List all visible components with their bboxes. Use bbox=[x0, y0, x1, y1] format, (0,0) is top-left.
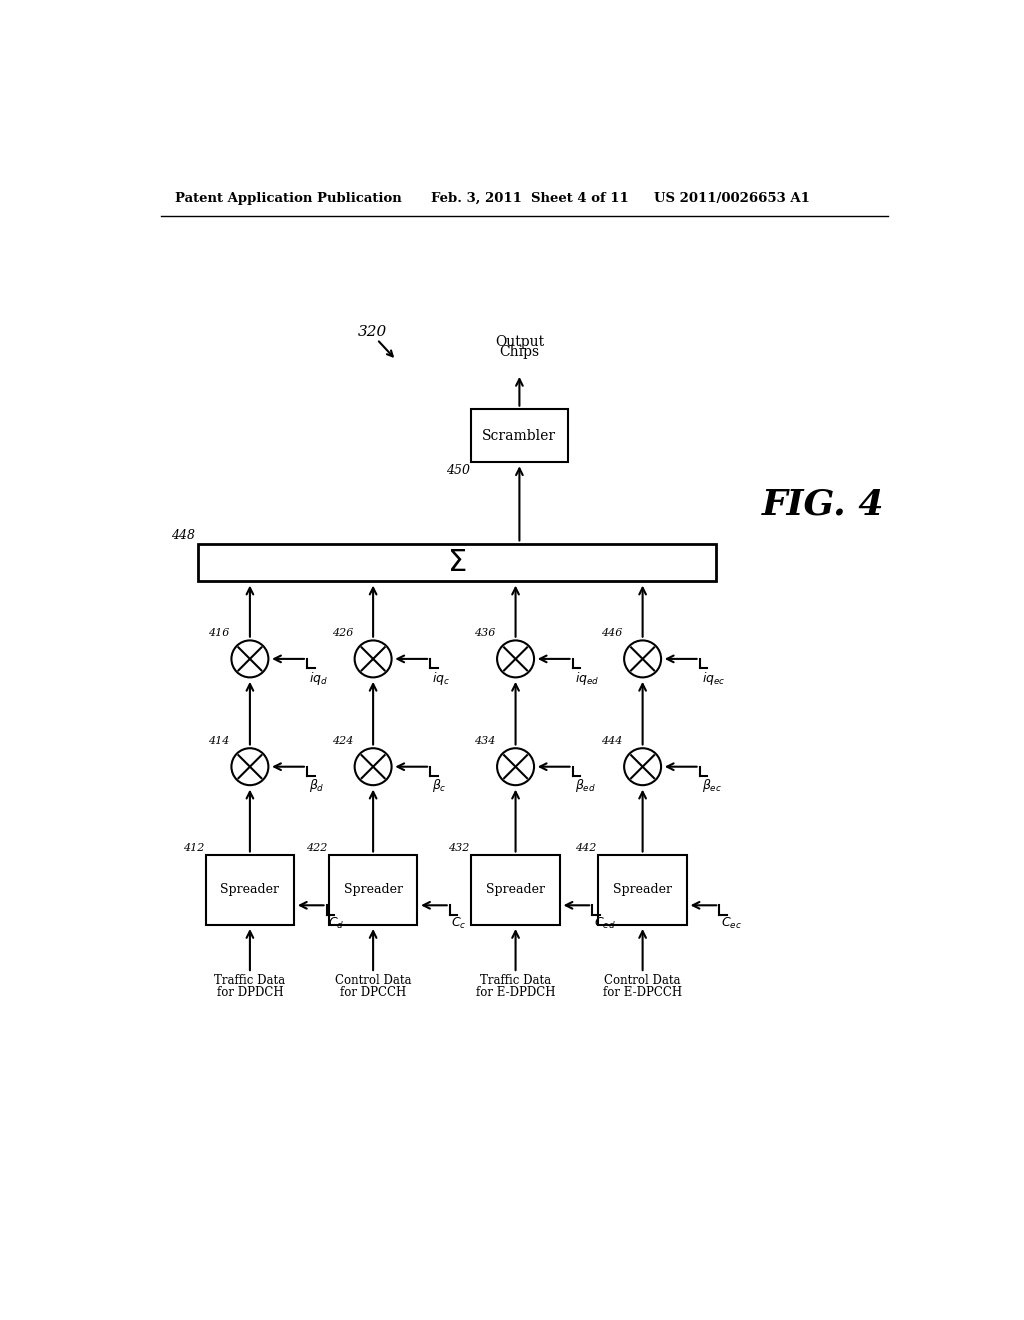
Text: 436: 436 bbox=[474, 628, 496, 638]
Circle shape bbox=[354, 748, 391, 785]
Text: Sheet 4 of 11: Sheet 4 of 11 bbox=[531, 191, 629, 205]
Text: Chips: Chips bbox=[500, 346, 540, 359]
Bar bbox=[471, 409, 567, 462]
Text: $\beta_{c}$: $\beta_{c}$ bbox=[432, 777, 447, 795]
Text: Scrambler: Scrambler bbox=[482, 429, 556, 442]
Text: Patent Application Publication: Patent Application Publication bbox=[175, 191, 402, 205]
Text: Spreader: Spreader bbox=[613, 883, 672, 896]
Text: 320: 320 bbox=[357, 325, 387, 339]
Text: FIG. 4: FIG. 4 bbox=[762, 488, 885, 521]
Text: 450: 450 bbox=[445, 465, 470, 477]
Text: $iq_{d}$: $iq_{d}$ bbox=[309, 669, 329, 686]
Text: $C_{ec}$: $C_{ec}$ bbox=[721, 916, 741, 931]
Text: 448: 448 bbox=[171, 529, 196, 543]
Text: 416: 416 bbox=[209, 628, 230, 638]
Text: 422: 422 bbox=[306, 843, 328, 853]
Bar bbox=[199, 544, 716, 581]
Text: 446: 446 bbox=[601, 628, 623, 638]
Text: Feb. 3, 2011: Feb. 3, 2011 bbox=[431, 191, 522, 205]
Text: $C_{ed}$: $C_{ed}$ bbox=[594, 916, 615, 931]
Text: $C_{c}$: $C_{c}$ bbox=[452, 916, 467, 931]
Text: $\beta_{ed}$: $\beta_{ed}$ bbox=[574, 777, 596, 795]
Circle shape bbox=[231, 748, 268, 785]
Text: 414: 414 bbox=[209, 737, 230, 746]
Text: Spreader: Spreader bbox=[486, 883, 545, 896]
Text: $iq_{c}$: $iq_{c}$ bbox=[432, 669, 451, 686]
Circle shape bbox=[354, 640, 391, 677]
Text: $C_{d}$: $C_{d}$ bbox=[328, 916, 344, 931]
Text: 444: 444 bbox=[601, 737, 623, 746]
Text: for DPCCH: for DPCCH bbox=[340, 986, 407, 999]
Text: Control Data: Control Data bbox=[335, 974, 412, 987]
Text: 434: 434 bbox=[474, 737, 496, 746]
Text: US 2011/0026653 A1: US 2011/0026653 A1 bbox=[654, 191, 810, 205]
Text: Traffic Data: Traffic Data bbox=[480, 974, 551, 987]
Text: for DPDCH: for DPDCH bbox=[217, 986, 284, 999]
Circle shape bbox=[231, 640, 268, 677]
Bar bbox=[471, 855, 560, 924]
Text: $\beta_{d}$: $\beta_{d}$ bbox=[309, 777, 325, 795]
Text: Control Data: Control Data bbox=[604, 974, 681, 987]
Text: Output: Output bbox=[495, 334, 544, 348]
Text: Traffic Data: Traffic Data bbox=[214, 974, 286, 987]
Circle shape bbox=[625, 640, 662, 677]
Text: 424: 424 bbox=[332, 737, 353, 746]
Text: $\beta_{ec}$: $\beta_{ec}$ bbox=[701, 777, 722, 795]
Circle shape bbox=[625, 748, 662, 785]
Text: $iq_{ec}$: $iq_{ec}$ bbox=[701, 669, 725, 686]
Circle shape bbox=[497, 640, 535, 677]
Text: $\Sigma$: $\Sigma$ bbox=[447, 548, 467, 578]
Text: $iq_{ed}$: $iq_{ed}$ bbox=[574, 669, 599, 686]
Bar bbox=[329, 855, 418, 924]
Bar bbox=[598, 855, 687, 924]
Text: Spreader: Spreader bbox=[220, 883, 280, 896]
Text: 442: 442 bbox=[575, 843, 597, 853]
Text: 432: 432 bbox=[449, 843, 470, 853]
Text: Spreader: Spreader bbox=[344, 883, 402, 896]
Text: for E-DPDCH: for E-DPDCH bbox=[476, 986, 555, 999]
Text: 426: 426 bbox=[332, 628, 353, 638]
Circle shape bbox=[497, 748, 535, 785]
Bar bbox=[206, 855, 294, 924]
Text: 412: 412 bbox=[182, 843, 204, 853]
Text: for E-DPCCH: for E-DPCCH bbox=[603, 986, 682, 999]
